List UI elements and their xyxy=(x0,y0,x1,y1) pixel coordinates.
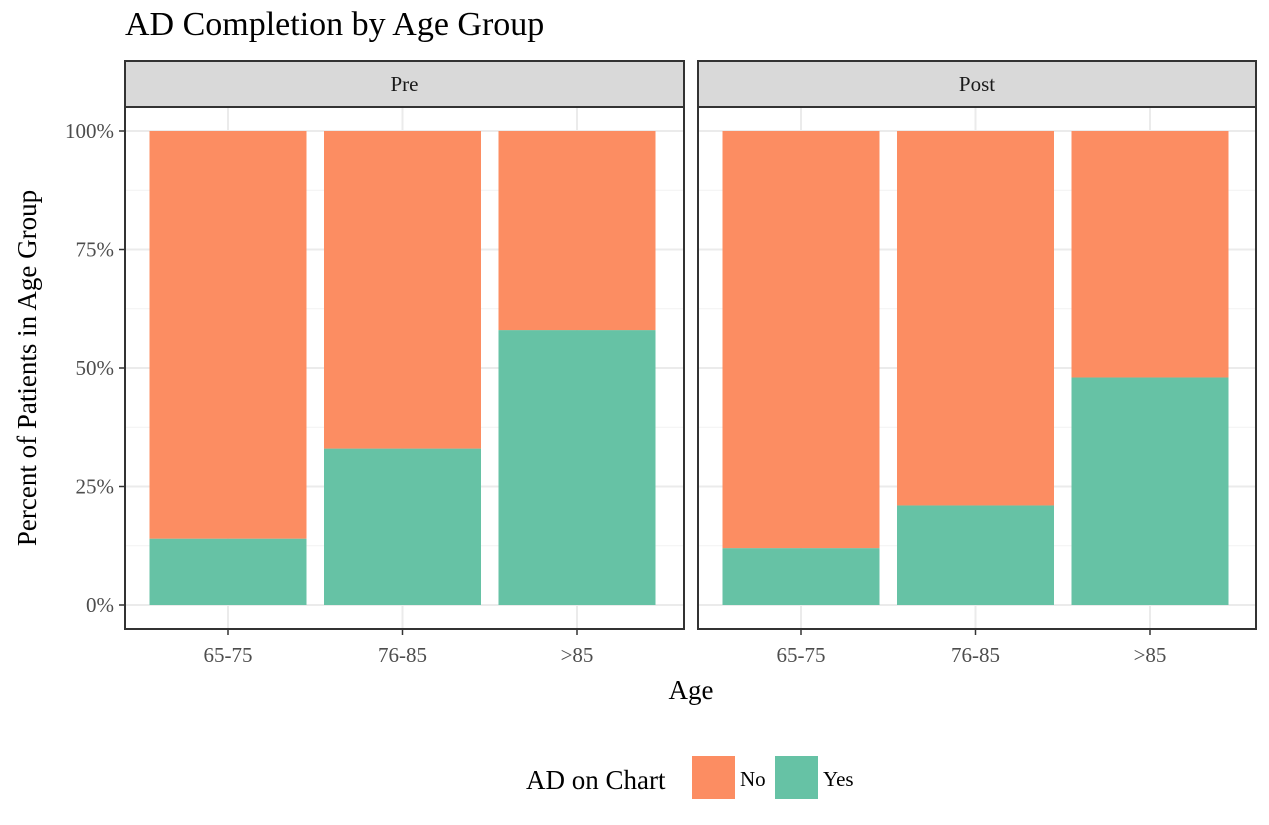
y-tick-label: 0% xyxy=(86,593,114,617)
legend: AD on Chart No Yes xyxy=(526,756,854,799)
x-tick-label: 65-75 xyxy=(777,643,826,667)
x-axis-title: Age xyxy=(669,675,714,705)
bar-yes-post-0 xyxy=(722,548,880,605)
legend-key-yes xyxy=(775,756,818,799)
bar-yes-pre-0 xyxy=(149,538,307,605)
legend-label-yes: Yes xyxy=(823,767,854,791)
legend-title: AD on Chart xyxy=(526,765,666,795)
facet-strip-label: Pre xyxy=(391,72,419,96)
x-tick-label: >85 xyxy=(1134,643,1167,667)
facet-panels: 65-75 76-85 >85 Pre 65-75 76-85 >85 Post 0% 25% 50… xyxy=(65,60,1257,667)
facet-strip xyxy=(697,60,1257,108)
bar-no-pre-1 xyxy=(324,131,481,449)
x-tick-label: 65-75 xyxy=(204,643,253,667)
y-tick-label: 100% xyxy=(65,119,114,143)
bar-no-post-1 xyxy=(897,131,1054,506)
y-tick-label: 50% xyxy=(76,356,115,380)
bar-no-pre-0 xyxy=(149,131,307,539)
bar-yes-post-1 xyxy=(897,505,1054,605)
facet-panel-post: 65-75 76-85 >85 Post xyxy=(697,60,1257,667)
bar-no-post-2 xyxy=(1071,131,1229,378)
bar-no-post-0 xyxy=(722,131,880,549)
bar-yes-pre-2 xyxy=(498,330,656,605)
x-tick-label: >85 xyxy=(561,643,594,667)
y-tick-label: 75% xyxy=(76,238,115,262)
chart-title: AD Completion by Age Group xyxy=(125,6,544,43)
x-axis-title-group: Age xyxy=(669,675,714,705)
y-axis-title-group: Percent of Patients in Age Group xyxy=(12,190,42,546)
bar-yes-pre-1 xyxy=(324,448,481,605)
facet-strip-label: Post xyxy=(959,72,995,96)
y-axis: 0% 25% 50% 75% 100% xyxy=(65,119,125,617)
bar-no-pre-2 xyxy=(498,131,656,331)
x-tick-label: 76-85 xyxy=(951,643,1000,667)
facet-strip xyxy=(124,60,685,108)
y-tick-label: 25% xyxy=(76,475,115,499)
legend-label-no: No xyxy=(740,767,766,791)
facet-panel-pre: 65-75 76-85 >85 Pre xyxy=(124,60,685,667)
bar-yes-post-2 xyxy=(1071,377,1229,605)
x-tick-label: 76-85 xyxy=(378,643,427,667)
legend-key-no xyxy=(692,756,735,799)
y-axis-title: Percent of Patients in Age Group xyxy=(12,190,42,546)
